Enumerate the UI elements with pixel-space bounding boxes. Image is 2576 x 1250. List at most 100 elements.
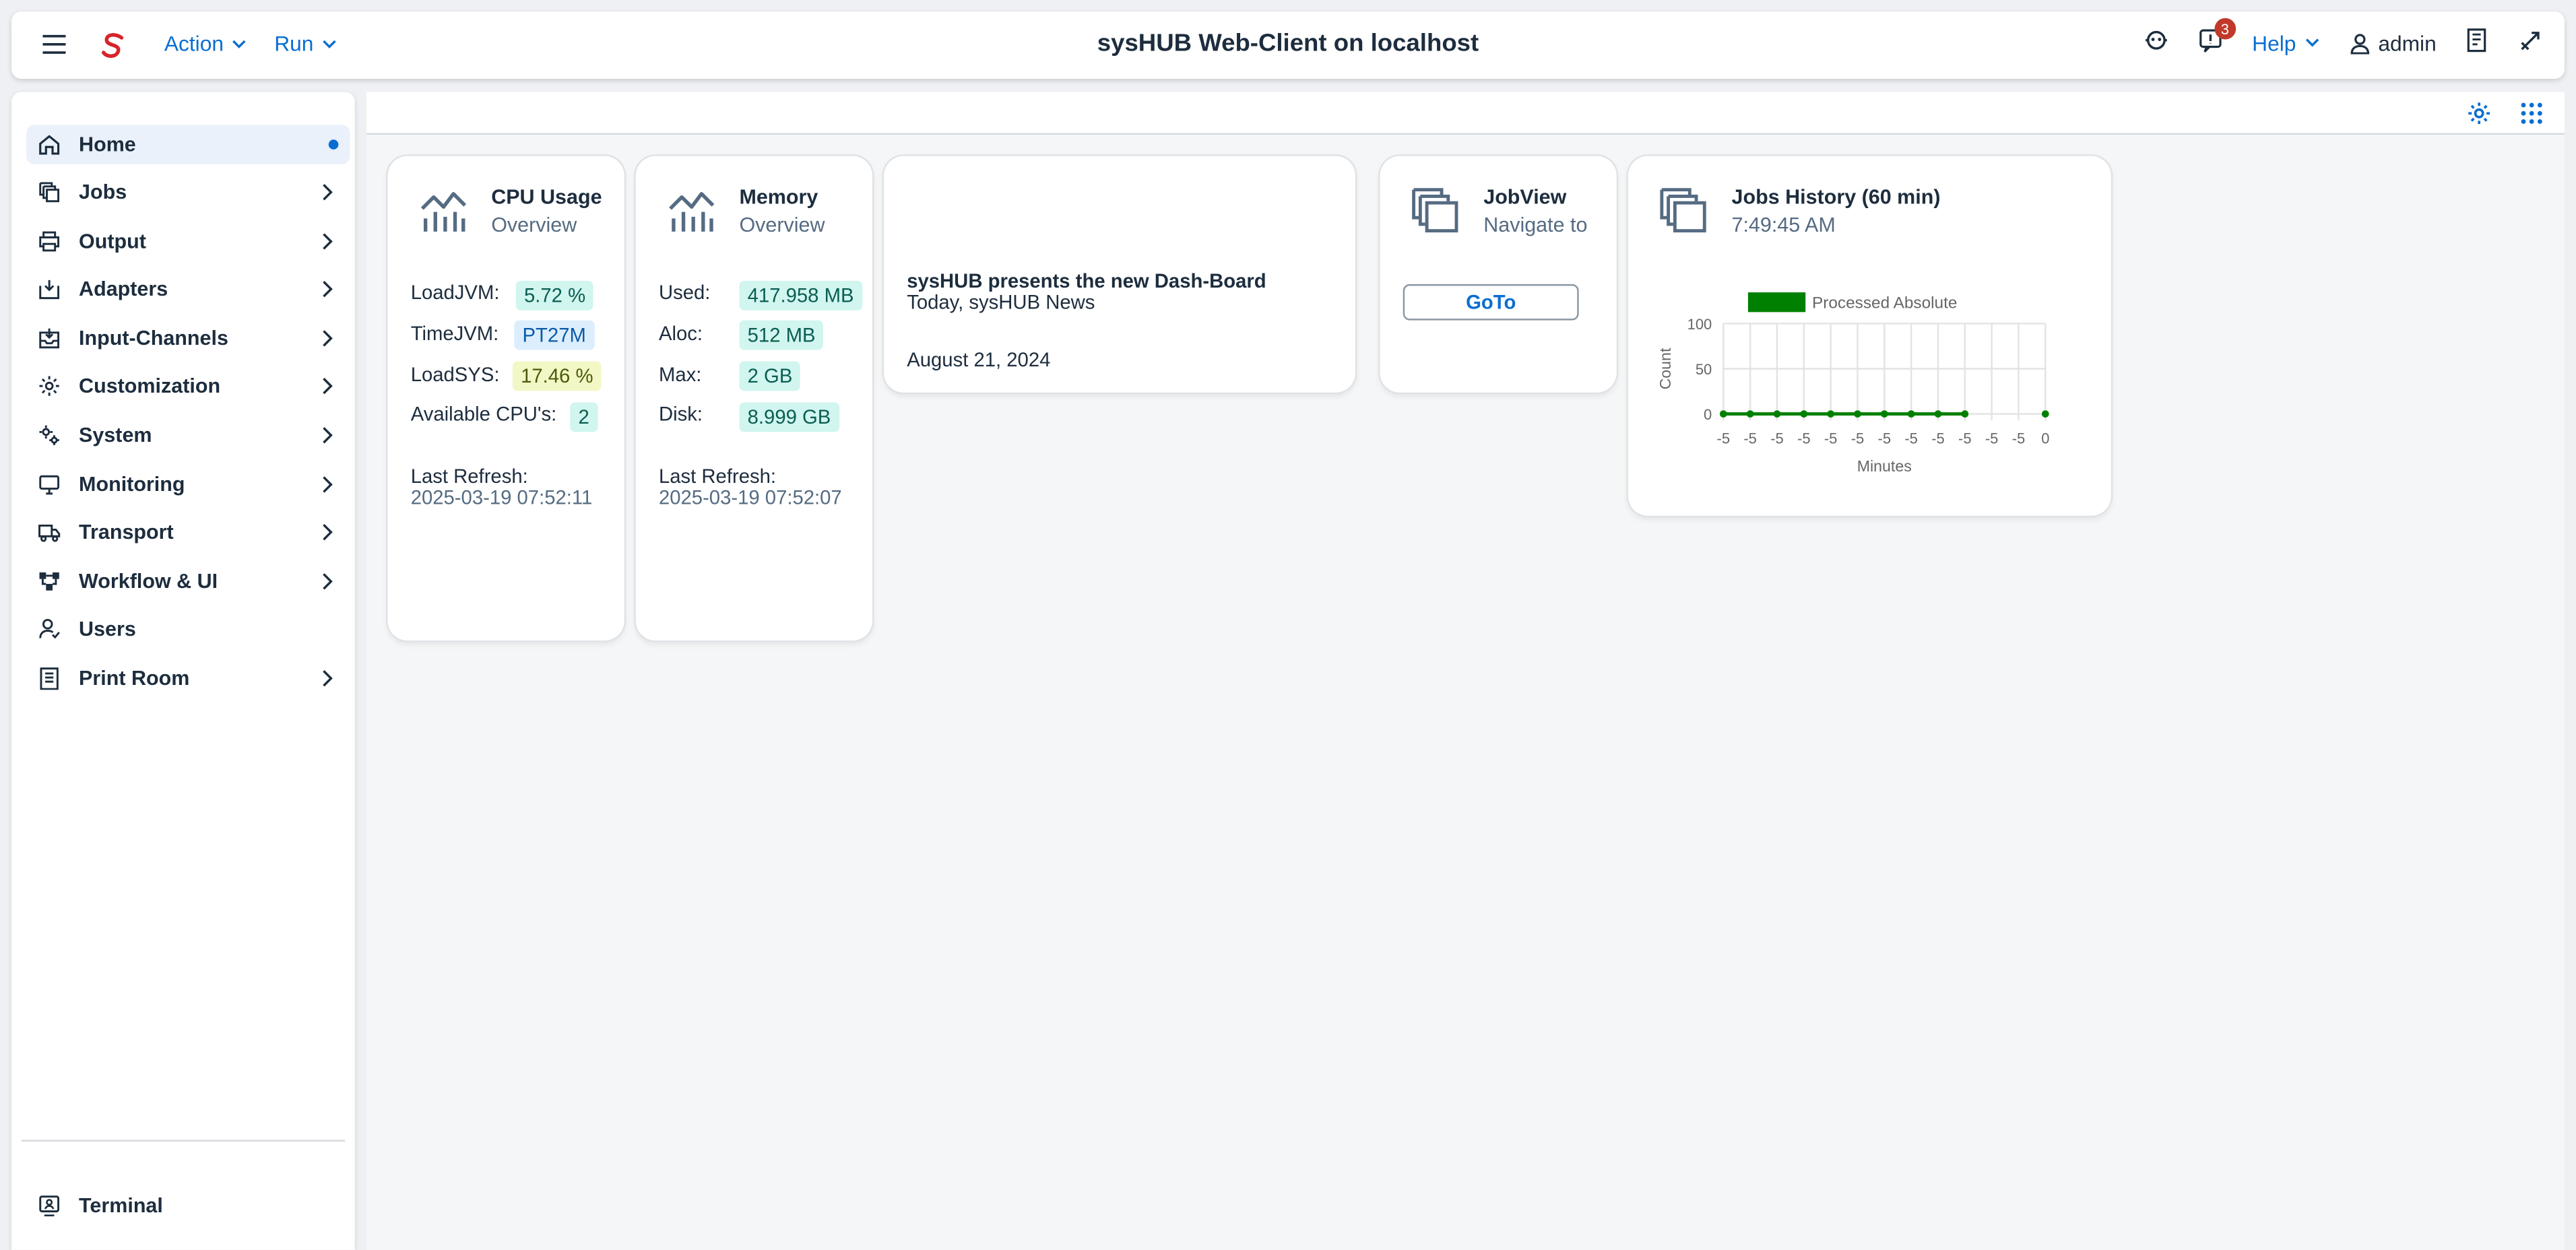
chevron-down-icon: [322, 39, 336, 48]
sidebar-item-label: Print Room: [79, 667, 190, 690]
sidebar-item-output[interactable]: Output: [26, 222, 350, 261]
x-tick-label: -5: [1743, 430, 1757, 447]
run-menu[interactable]: Run: [274, 31, 336, 56]
sidebar-item-home[interactable]: Home: [26, 125, 350, 164]
robot-icon[interactable]: [2144, 28, 2168, 57]
run-menu-label: Run: [274, 31, 314, 56]
main-content: CPU Usage Overview LoadJVM: 5.72 % TimeJ…: [366, 92, 2565, 1250]
sidebar-item-label: Jobs: [79, 180, 127, 204]
news-card[interactable]: sysHUB presents the new Dash-Board Today…: [884, 156, 1356, 393]
customize-icon: [36, 373, 63, 399]
home-icon: [36, 131, 63, 158]
print-room-icon: [36, 665, 63, 692]
sidebar-item-label: Transport: [79, 521, 174, 544]
data-point: [1800, 410, 1808, 418]
data-point: [1773, 410, 1781, 418]
card-title: JobView: [1483, 185, 1567, 209]
app-grid-icon[interactable]: [2519, 100, 2545, 127]
syshub-logo-icon[interactable]: [94, 30, 133, 63]
max-value: 2 GB: [739, 361, 801, 391]
card-subtitle: Navigate to: [1483, 213, 1588, 237]
cpu-usage-card[interactable]: CPU Usage Overview LoadJVM: 5.72 % TimeJ…: [387, 156, 624, 641]
y-tick-label: 50: [1696, 361, 1712, 378]
x-tick-label: -5: [1931, 430, 1945, 447]
sidebar-item-input-channels[interactable]: Input-Channels: [26, 319, 350, 358]
shell-bar: Action Run sysHUB Web-Client on localhos…: [11, 11, 2565, 79]
x-tick-label: -5: [1717, 430, 1731, 447]
jobview-card[interactable]: JobView Navigate to GoTo: [1380, 156, 1617, 393]
action-menu[interactable]: Action: [164, 31, 247, 56]
logout-icon[interactable]: [2519, 29, 2542, 57]
x-tick-label: -5: [2012, 430, 2026, 447]
user-icon: [2350, 33, 2369, 54]
card-title: CPU Usage: [491, 185, 602, 209]
sidebar-item-print-room[interactable]: Print Room: [26, 659, 350, 698]
chevron-right-icon: [323, 427, 333, 444]
last-refresh-value: 2025-03-19 07:52:11: [410, 486, 593, 510]
truck-icon: [36, 519, 63, 546]
timejvm-value: PT27M: [514, 320, 595, 350]
hamburger-menu-icon[interactable]: [41, 33, 67, 56]
system-gear-icon: [36, 422, 63, 449]
memory-card[interactable]: Memory Overview Used: 417.958 MB Aloc: 5…: [635, 156, 873, 641]
adapter-icon: [36, 276, 63, 302]
sidebar-item-label: Output: [79, 230, 146, 253]
aloc-label: Aloc:: [658, 322, 703, 346]
data-point: [1827, 410, 1835, 418]
data-point: [1907, 410, 1915, 418]
settings-gear-icon[interactable]: [2466, 100, 2492, 127]
loadjvm-label: LoadJVM:: [410, 281, 500, 304]
data-point: [1854, 410, 1861, 418]
sidebar-item-jobs[interactable]: Jobs: [26, 172, 350, 212]
chevron-right-icon: [323, 573, 333, 590]
legend-swatch: [1747, 292, 1806, 312]
sidebar-item-customization[interactable]: Customization: [26, 366, 350, 406]
news-title: sysHUB presents the new Dash-Board: [907, 269, 1266, 293]
chevron-right-icon: [323, 233, 333, 250]
x-tick-label: -5: [1958, 430, 1972, 447]
sidebar-item-label: Adapters: [79, 277, 168, 301]
available-cpus-value: 2: [570, 402, 598, 432]
sidebar-item-label: Customization: [79, 374, 221, 398]
last-refresh-value: 2025-03-19 07:52:07: [658, 486, 842, 510]
help-menu[interactable]: Help: [2252, 30, 2319, 55]
sidebar-item-monitoring[interactable]: Monitoring: [26, 465, 350, 504]
jobs-history-card[interactable]: Jobs History (60 min) 7:49:45 AM Process…: [1628, 156, 2111, 516]
sidebar-item-terminal[interactable]: Terminal: [26, 1186, 350, 1226]
sidebar-item-label: Monitoring: [79, 473, 185, 496]
sidebar-item-users[interactable]: Users: [26, 610, 350, 649]
jobs-icon: [36, 179, 63, 205]
card-title: Jobs History (60 min): [1731, 185, 1941, 209]
help-menu-label: Help: [2252, 30, 2296, 55]
sidebar-item-transport[interactable]: Transport: [26, 513, 350, 552]
disk-label: Disk:: [658, 402, 703, 426]
user-menu[interactable]: admin: [2348, 30, 2437, 55]
sidebar-item-label: Home: [79, 133, 136, 156]
y-tick-label: 0: [1704, 406, 1712, 423]
report-icon[interactable]: [2466, 28, 2489, 57]
sidebar-item-system[interactable]: System: [26, 416, 350, 455]
active-indicator: [328, 139, 339, 150]
sidebar-item-workflow-ui[interactable]: Workflow & UI: [26, 562, 350, 601]
chart-line-icon: [420, 192, 467, 232]
card-title: Memory: [739, 185, 818, 209]
x-tick-label: 0: [2041, 430, 2049, 447]
sidebar-item-adapters[interactable]: Adapters: [26, 269, 350, 309]
notifications-button[interactable]: 3: [2198, 18, 2236, 57]
news-date: August 21, 2024: [907, 348, 1051, 372]
chevron-right-icon: [323, 281, 333, 298]
goto-button[interactable]: GoTo: [1403, 284, 1579, 321]
x-tick-label: -5: [1904, 430, 1918, 447]
sidebar-item-label: Input-Channels: [79, 327, 228, 350]
y-tick-label: 100: [1687, 316, 1712, 333]
chart-line-icon: [669, 192, 715, 232]
printer-icon: [36, 228, 63, 255]
workflow-icon: [36, 568, 63, 595]
chevron-right-icon: [323, 670, 333, 687]
data-point: [1934, 410, 1942, 418]
card-subtitle: 7:49:45 AM: [1731, 213, 1836, 237]
sidebar-item-label: Users: [79, 617, 136, 641]
jobs-history-chart: Processed Absolute 0 50 100 -5 -5 -5 -5 -5 -5 -5 -5…: [1656, 292, 2111, 475]
x-tick-label: -5: [1985, 430, 1999, 447]
sidebar-divider: [21, 1140, 346, 1142]
